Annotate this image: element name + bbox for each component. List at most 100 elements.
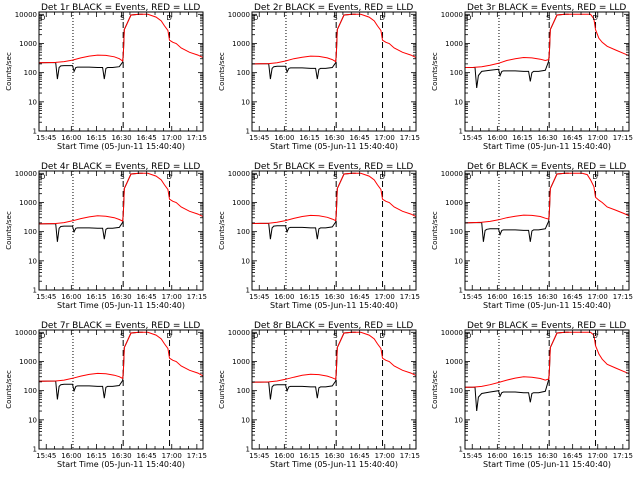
x-tick-label: 16:45 [137,452,157,460]
y-axis-label: Counts/sec [5,370,13,409]
panel-title: Det 3r BLACK = Events, RED = LLD [467,3,626,13]
marker-label-1: D [40,14,45,22]
panel-plot-area [465,331,629,412]
marker-label-1: D [253,14,258,22]
x-tick-label: 17:15 [400,452,420,460]
panel-plot-area [465,172,629,242]
x-tick-label: 17:00 [162,452,182,460]
marker-label-3: D [167,173,172,181]
y-tick-label: 1000 [445,358,463,366]
y-tick-label: 10 [28,416,37,424]
y-tick-label: 1000 [232,40,250,48]
series-lld [252,172,416,224]
marker-label-3: D [167,332,172,340]
y-tick-label: 10 [28,257,37,265]
x-tick-label: 17:15 [400,134,420,142]
x-tick-label: 16:00 [274,452,294,460]
marker-label-1: D [253,173,258,181]
x-axis-label: Start Time (05-Jun-11 15:40:40) [270,301,398,310]
y-tick-label: 100 [450,69,463,77]
x-tick-label: 15:45 [249,452,269,460]
x-tick-label: 15:45 [249,134,269,142]
x-tick-label: 16:15 [299,452,319,460]
x-tick-label: 15:45 [36,134,56,142]
x-tick-label: 16:00 [61,134,81,142]
y-tick-label: 1 [246,287,250,295]
marker-label-2: S [333,14,338,22]
x-tick-label: 17:00 [375,293,395,301]
y-tick-label: 100 [450,387,463,395]
marker-label-2: S [333,173,338,181]
x-tick-label: 17:15 [400,293,420,301]
marker-label-2: S [120,332,125,340]
x-axis-label: Start Time (05-Jun-11 15:40:40) [270,460,398,469]
x-tick-label: 15:45 [462,452,482,460]
marker-label-1: D [466,332,471,340]
marker-label-2: S [546,14,551,22]
x-tick-label: 16:15 [299,293,319,301]
marker-label-3: D [380,173,385,181]
x-tick-label: 16:00 [487,293,507,301]
x-axis-label: Start Time (05-Jun-11 15:40:40) [270,142,398,151]
y-tick-label: 1000 [445,40,463,48]
x-axis-label: Start Time (05-Jun-11 15:40:40) [57,460,185,469]
x-axis-label: Start Time (05-Jun-11 15:40:40) [483,460,611,469]
series-events [465,172,569,242]
y-tick-label: 1 [459,128,463,136]
x-tick-label: 17:00 [162,134,182,142]
y-tick-label: 100 [237,228,250,236]
y-axis-label: Counts/sec [431,211,439,250]
x-tick-label: 17:15 [187,293,207,301]
panel-plot-area [39,13,203,80]
y-tick-label: 10000 [228,170,250,178]
y-tick-label: 100 [450,228,463,236]
x-tick-label: 16:00 [487,134,507,142]
y-tick-label: 10000 [441,11,463,19]
y-tick-label: 1 [459,446,463,454]
x-tick-label: 16:30 [537,134,557,142]
x-tick-label: 16:15 [512,293,532,301]
y-tick-label: 100 [237,69,250,77]
y-axis-label: Counts/sec [218,370,226,409]
panel-frame [38,329,204,450]
x-tick-label: 16:45 [563,134,583,142]
panel-plot-area [39,172,203,242]
marker-label-3: D [593,14,598,22]
x-axis-label: Start Time (05-Jun-11 15:40:40) [483,301,611,310]
panel-frame [464,170,630,291]
marker-label-2: S [333,332,338,340]
y-tick-label: 10000 [228,11,250,19]
panel-plot-area [252,331,416,400]
y-tick-label: 1 [246,446,250,454]
x-tick-label: 17:15 [187,134,207,142]
y-tick-label: 1000 [19,358,37,366]
y-axis-label: Counts/sec [5,211,13,250]
x-axis-label: Start Time (05-Jun-11 15:40:40) [57,301,185,310]
marker-label-1: D [466,14,471,22]
series-lld [252,13,416,65]
x-tick-label: 16:00 [274,293,294,301]
marker-label-1: D [253,332,258,340]
x-axis-label: Start Time (05-Jun-11 15:40:40) [483,142,611,151]
marker-label-3: D [593,332,598,340]
panel-title: Det 2r BLACK = Events, RED = LLD [254,3,413,13]
y-tick-label: 10 [454,257,463,265]
y-axis-label: Counts/sec [5,52,13,91]
x-tick-label: 16:00 [274,134,294,142]
x-tick-label: 17:15 [613,134,633,142]
panel-plot-area [465,13,629,88]
y-axis-label: Counts/sec [431,52,439,91]
y-tick-label: 1 [246,128,250,136]
y-tick-label: 10000 [15,11,37,19]
y-axis-label: Counts/sec [218,52,226,91]
series-events [465,331,569,412]
series-events [39,172,143,242]
x-tick-label: 16:45 [563,452,583,460]
series-lld [39,13,203,64]
y-axis-label: Counts/sec [218,211,226,250]
y-tick-label: 100 [237,387,250,395]
marker-label-3: D [380,14,385,22]
y-tick-label: 1000 [232,199,250,207]
